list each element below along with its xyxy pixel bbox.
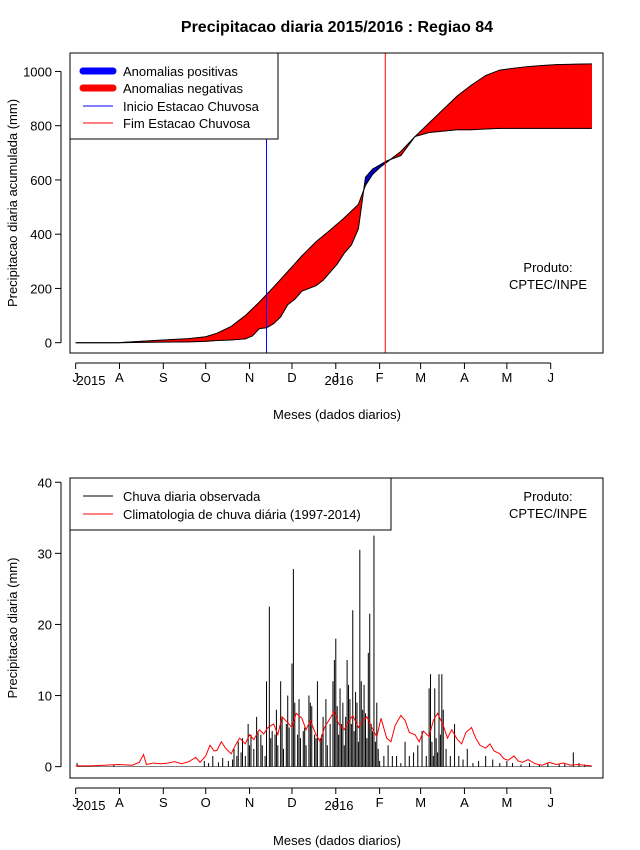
x-axis-bottom-month-label: J [72,795,79,810]
legend-top: Anomalias positivas Anomalias negativas … [69,52,279,140]
product-credit-bottom: CPTEC/INPE [509,506,587,521]
climatology-line [75,709,592,767]
x-axis-bottom-month-label: O [201,795,211,810]
x-axis-bottom-month-label: M [501,795,512,810]
x-axis-top-month-label: J [333,370,340,385]
legend-label-negative: Anomalias negativas [123,81,243,96]
x-axis-top-month-label: D [287,370,296,385]
observed-accumulated-line [75,127,592,344]
x-axis-top-month-label: A [460,370,469,385]
year-label-2015-bottom: 2015 [77,798,106,813]
year-label-2016-top: 2016 [325,373,354,388]
product-label-bottom: Produto: [523,489,572,504]
year-label-2016-bottom: 2016 [325,798,354,813]
y-axis-label-bottom: Precipitacao diaria (mm) [5,558,20,699]
x-axis-top-month-label: J [72,370,79,385]
negative-anomaly-segment [589,63,592,129]
legend-label-end: Fim Estacao Chuvosa [123,116,251,131]
legend-box-top [69,52,279,140]
y-axis-top-tick-label: 0 [45,336,52,351]
x-axis-top-month-label: J [547,370,554,385]
x-axis-bottom-month-label: A [115,795,124,810]
y-axis-top-tick-label: 600 [30,173,52,188]
x-axis-label-top: Meses (dados diarios) [273,407,401,422]
x-axis-bottom-month-label: A [460,795,469,810]
legend-box-bottom [69,477,392,531]
legend-label-climatology: Climatologia de chuva diária (1997-2014) [123,507,361,522]
x-axis-top-month-label: A [115,370,124,385]
x-axis-bottom-month-label: J [547,795,554,810]
x-axis-bottom-month-label: F [376,795,384,810]
y-axis-bottom-tick-label: 10 [38,689,52,704]
climatology-accumulated-line [75,63,592,344]
x-axis-bottom-month-label: S [159,795,168,810]
y-axis-bottom-tick-label: 40 [38,475,52,490]
x-axis-top-month-label: S [159,370,168,385]
y-axis-top-tick-label: 400 [30,227,52,242]
y-axis-top-tick-label: 800 [30,119,52,134]
plot-frame-top [69,52,604,354]
legend-label-onset: Inicio Estacao Chuvosa [123,99,260,114]
y-axis-top-tick-label: 200 [30,281,52,296]
accumulated-lines [75,63,592,344]
x-axis-top-month-label: O [201,370,211,385]
y-axis-bottom-tick-label: 0 [45,760,52,775]
x-axis-top-month-label: F [376,370,384,385]
y-axis-bottom-tick-label: 30 [38,546,52,561]
y-axis-top-tick-label: 1000 [23,64,52,79]
x-axis-top-month-label: N [245,370,254,385]
legend-bottom: Chuva diaria observada Climatologia de c… [69,477,392,531]
y-axis-bottom: 0 10 20 30 40 [38,475,62,775]
year-label-2015-top: 2015 [77,373,106,388]
y-axis-top: 0 200 400 600 800 1000 [23,64,62,351]
product-label-top: Produto: [523,260,572,275]
chart-title: Precipitacao diaria 2015/2016 : Regiao 8… [181,19,493,36]
product-credit-top: CPTEC/INPE [509,277,587,292]
y-axis-bottom-tick-label: 20 [38,617,52,632]
legend-label-observed: Chuva diaria observada [123,489,261,504]
x-axis-bottom-month-label: D [287,795,296,810]
x-axis-label-bottom: Meses (dados diarios) [273,833,401,848]
legend-label-positive: Anomalias positivas [123,64,238,79]
y-axis-label-top: Precipitacao diaria acumulada (mm) [5,99,20,307]
x-axis-bottom-month-label: J [333,795,340,810]
daily-panel: 0 10 20 30 40 J A S O N D J F M A M J Precipitacao diar… [5,475,604,848]
x-axis-bottom-month-label: N [245,795,254,810]
daily-rain-bars [76,535,592,767]
accumulated-panel: 0 200 400 600 800 1000 J A S O N D J F M A M J Precipita… [5,52,604,422]
x-axis-bottom-month-label: M [415,795,426,810]
x-axis-top-month-label: M [501,370,512,385]
x-axis-top-month-label: M [415,370,426,385]
